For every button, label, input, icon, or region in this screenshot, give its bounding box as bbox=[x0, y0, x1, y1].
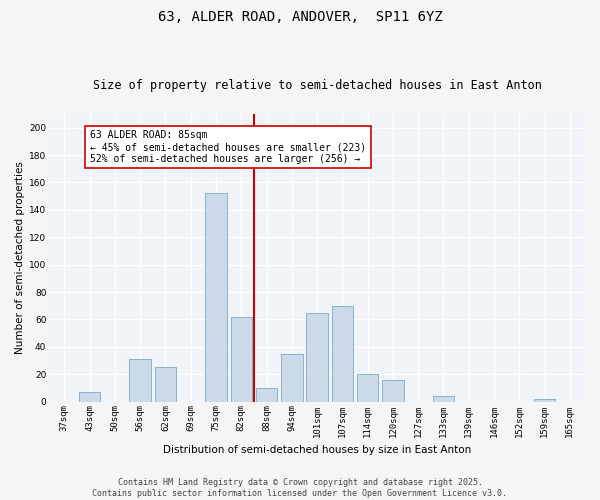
Bar bbox=[332, 306, 353, 402]
Bar bbox=[205, 194, 227, 402]
Bar bbox=[130, 359, 151, 402]
X-axis label: Distribution of semi-detached houses by size in East Anton: Distribution of semi-detached houses by … bbox=[163, 445, 471, 455]
Bar bbox=[382, 380, 404, 402]
Bar bbox=[155, 368, 176, 402]
Bar bbox=[433, 396, 454, 402]
Bar bbox=[534, 399, 556, 402]
Bar bbox=[256, 388, 277, 402]
Bar bbox=[79, 392, 100, 402]
Bar bbox=[307, 312, 328, 402]
Bar bbox=[230, 316, 252, 402]
Bar bbox=[281, 354, 302, 402]
Text: Contains HM Land Registry data © Crown copyright and database right 2025.
Contai: Contains HM Land Registry data © Crown c… bbox=[92, 478, 508, 498]
Bar bbox=[357, 374, 379, 402]
Text: 63 ALDER ROAD: 85sqm
← 45% of semi-detached houses are smaller (223)
52% of semi: 63 ALDER ROAD: 85sqm ← 45% of semi-detac… bbox=[89, 130, 366, 164]
Y-axis label: Number of semi-detached properties: Number of semi-detached properties bbox=[15, 162, 25, 354]
Title: Size of property relative to semi-detached houses in East Anton: Size of property relative to semi-detach… bbox=[92, 79, 542, 92]
Text: 63, ALDER ROAD, ANDOVER,  SP11 6YZ: 63, ALDER ROAD, ANDOVER, SP11 6YZ bbox=[158, 10, 442, 24]
